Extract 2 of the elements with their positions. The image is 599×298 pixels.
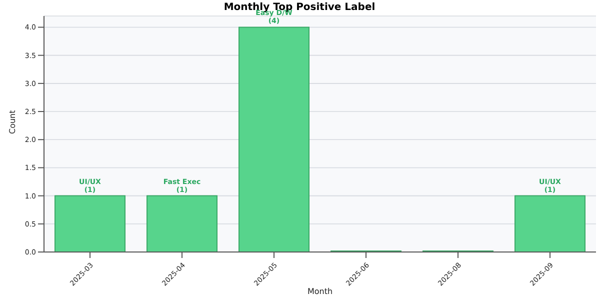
y-axis-title: Count [8,110,17,134]
x-axis-title: Month [307,287,333,296]
